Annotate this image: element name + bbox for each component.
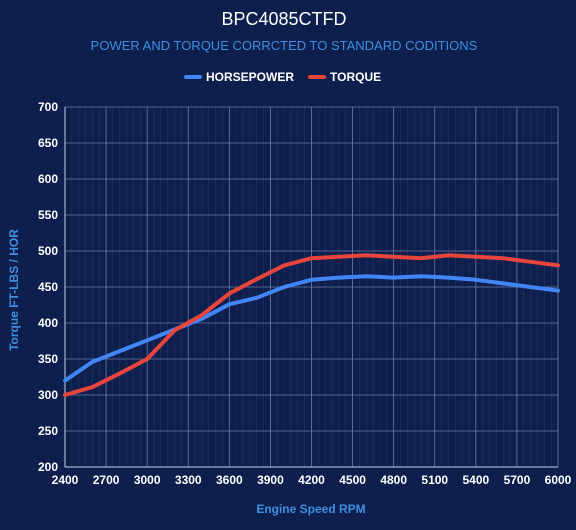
y-tick-label: 500 [38, 244, 58, 258]
y-tick-label: 700 [38, 100, 58, 114]
x-tick-label: 4800 [380, 473, 407, 487]
y-tick-label: 200 [38, 460, 58, 474]
x-tick-label: 4200 [298, 473, 325, 487]
legend-item-horsepower[interactable]: HORSEPOWER [184, 70, 294, 84]
x-tick-label: 5100 [421, 473, 448, 487]
series-line-torque [63, 253, 560, 397]
y-tick-label: 250 [38, 424, 58, 438]
legend-label-torque: TORQUE [330, 70, 381, 84]
x-tick-label: 3300 [175, 473, 202, 487]
plot-area: 2400 2700 3000 3300 3600 3900 4200 4500 4800 5100… [38, 100, 572, 487]
x-tick-label: 2400 [52, 473, 79, 487]
x-axis-label: Engine Speed RPM [256, 502, 365, 516]
y-axis-label: Torque FT-LBS / HOR [7, 229, 21, 351]
x-tick-label: 3000 [134, 473, 161, 487]
y-tick-label: 350 [38, 352, 58, 366]
x-tick-label: 6000 [545, 473, 572, 487]
legend[interactable]: HORSEPOWER TORQUE [184, 70, 381, 84]
x-tick-label: 4500 [339, 473, 366, 487]
y-tick-label: 550 [38, 208, 58, 222]
x-tick-label: 3900 [257, 473, 284, 487]
legend-item-torque[interactable]: TORQUE [308, 70, 381, 84]
y-tick-label: 400 [38, 316, 58, 330]
x-tick-label: 3600 [216, 473, 243, 487]
chart-title: BPC4085CTFD [221, 9, 346, 29]
x-tick-label: 5700 [504, 473, 531, 487]
y-tick-label: 600 [38, 172, 58, 186]
chart-subtitle: POWER AND TORQUE CORRCTED TO STANDARD CO… [91, 38, 478, 53]
legend-label-horsepower: HORSEPOWER [206, 70, 294, 84]
x-tick-label: 5400 [462, 473, 489, 487]
series-line-horsepower [63, 274, 560, 383]
x-tick-label: 2700 [93, 473, 120, 487]
y-tick-label: 300 [38, 388, 58, 402]
y-tick-label: 450 [38, 280, 58, 294]
y-tick-label: 650 [38, 136, 58, 150]
